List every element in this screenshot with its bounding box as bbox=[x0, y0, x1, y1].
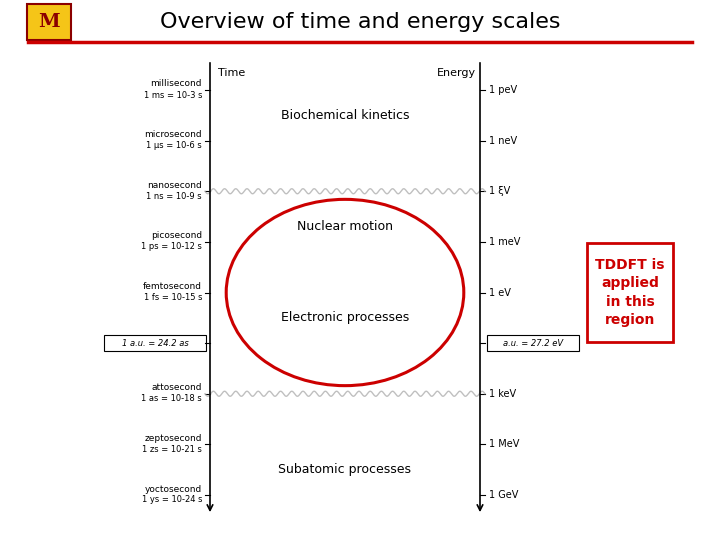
Text: 1 eV: 1 eV bbox=[489, 287, 511, 298]
Text: Time: Time bbox=[218, 68, 246, 78]
Text: Energy: Energy bbox=[437, 68, 476, 78]
Text: 1 meV: 1 meV bbox=[489, 237, 521, 247]
FancyBboxPatch shape bbox=[587, 243, 673, 342]
Text: TDDFT is
applied
in this
region: TDDFT is applied in this region bbox=[595, 258, 665, 327]
Text: 1 ms = 10-3 s: 1 ms = 10-3 s bbox=[143, 91, 202, 99]
Text: 1 ns = 10-9 s: 1 ns = 10-9 s bbox=[146, 192, 202, 201]
Text: 1 as = 10-18 s: 1 as = 10-18 s bbox=[141, 394, 202, 403]
FancyBboxPatch shape bbox=[104, 335, 206, 351]
Text: 1 ps = 10-12 s: 1 ps = 10-12 s bbox=[141, 242, 202, 252]
Text: 1 MeV: 1 MeV bbox=[489, 440, 519, 449]
Text: 1 ys = 10-24 s: 1 ys = 10-24 s bbox=[142, 496, 202, 504]
FancyBboxPatch shape bbox=[487, 335, 579, 351]
Text: 1 zs = 10-21 s: 1 zs = 10-21 s bbox=[142, 445, 202, 454]
Text: 1 keV: 1 keV bbox=[489, 389, 516, 399]
FancyBboxPatch shape bbox=[27, 4, 71, 40]
Text: zeptosecond: zeptosecond bbox=[145, 434, 202, 443]
Text: 1 a.u. = 24.2 as: 1 a.u. = 24.2 as bbox=[122, 339, 189, 348]
Text: nanosecond: nanosecond bbox=[148, 181, 202, 190]
Text: Nuclear motion: Nuclear motion bbox=[297, 220, 393, 233]
Text: Overview of time and energy scales: Overview of time and energy scales bbox=[160, 12, 560, 32]
Text: microsecond: microsecond bbox=[145, 130, 202, 139]
Text: M: M bbox=[38, 13, 60, 31]
Text: a.u. = 27.2 eV: a.u. = 27.2 eV bbox=[503, 339, 563, 348]
Text: Biochemical kinetics: Biochemical kinetics bbox=[281, 109, 409, 122]
Text: 1 peV: 1 peV bbox=[489, 85, 517, 95]
Text: 1 μs = 10-6 s: 1 μs = 10-6 s bbox=[146, 141, 202, 150]
Text: millisecond: millisecond bbox=[150, 79, 202, 89]
Text: 1 ξV: 1 ξV bbox=[489, 186, 510, 196]
Text: 1 GeV: 1 GeV bbox=[489, 490, 518, 500]
Text: Subatomic processes: Subatomic processes bbox=[279, 463, 412, 476]
Text: 1 neV: 1 neV bbox=[489, 136, 517, 146]
Text: picosecond: picosecond bbox=[151, 231, 202, 240]
Text: Electronic processes: Electronic processes bbox=[281, 312, 409, 325]
Text: 1 fs = 10-15 s: 1 fs = 10-15 s bbox=[143, 293, 202, 302]
Text: yoctosecond: yoctosecond bbox=[145, 484, 202, 494]
Text: attosecond: attosecond bbox=[151, 383, 202, 392]
Text: femtosecond: femtosecond bbox=[143, 282, 202, 291]
